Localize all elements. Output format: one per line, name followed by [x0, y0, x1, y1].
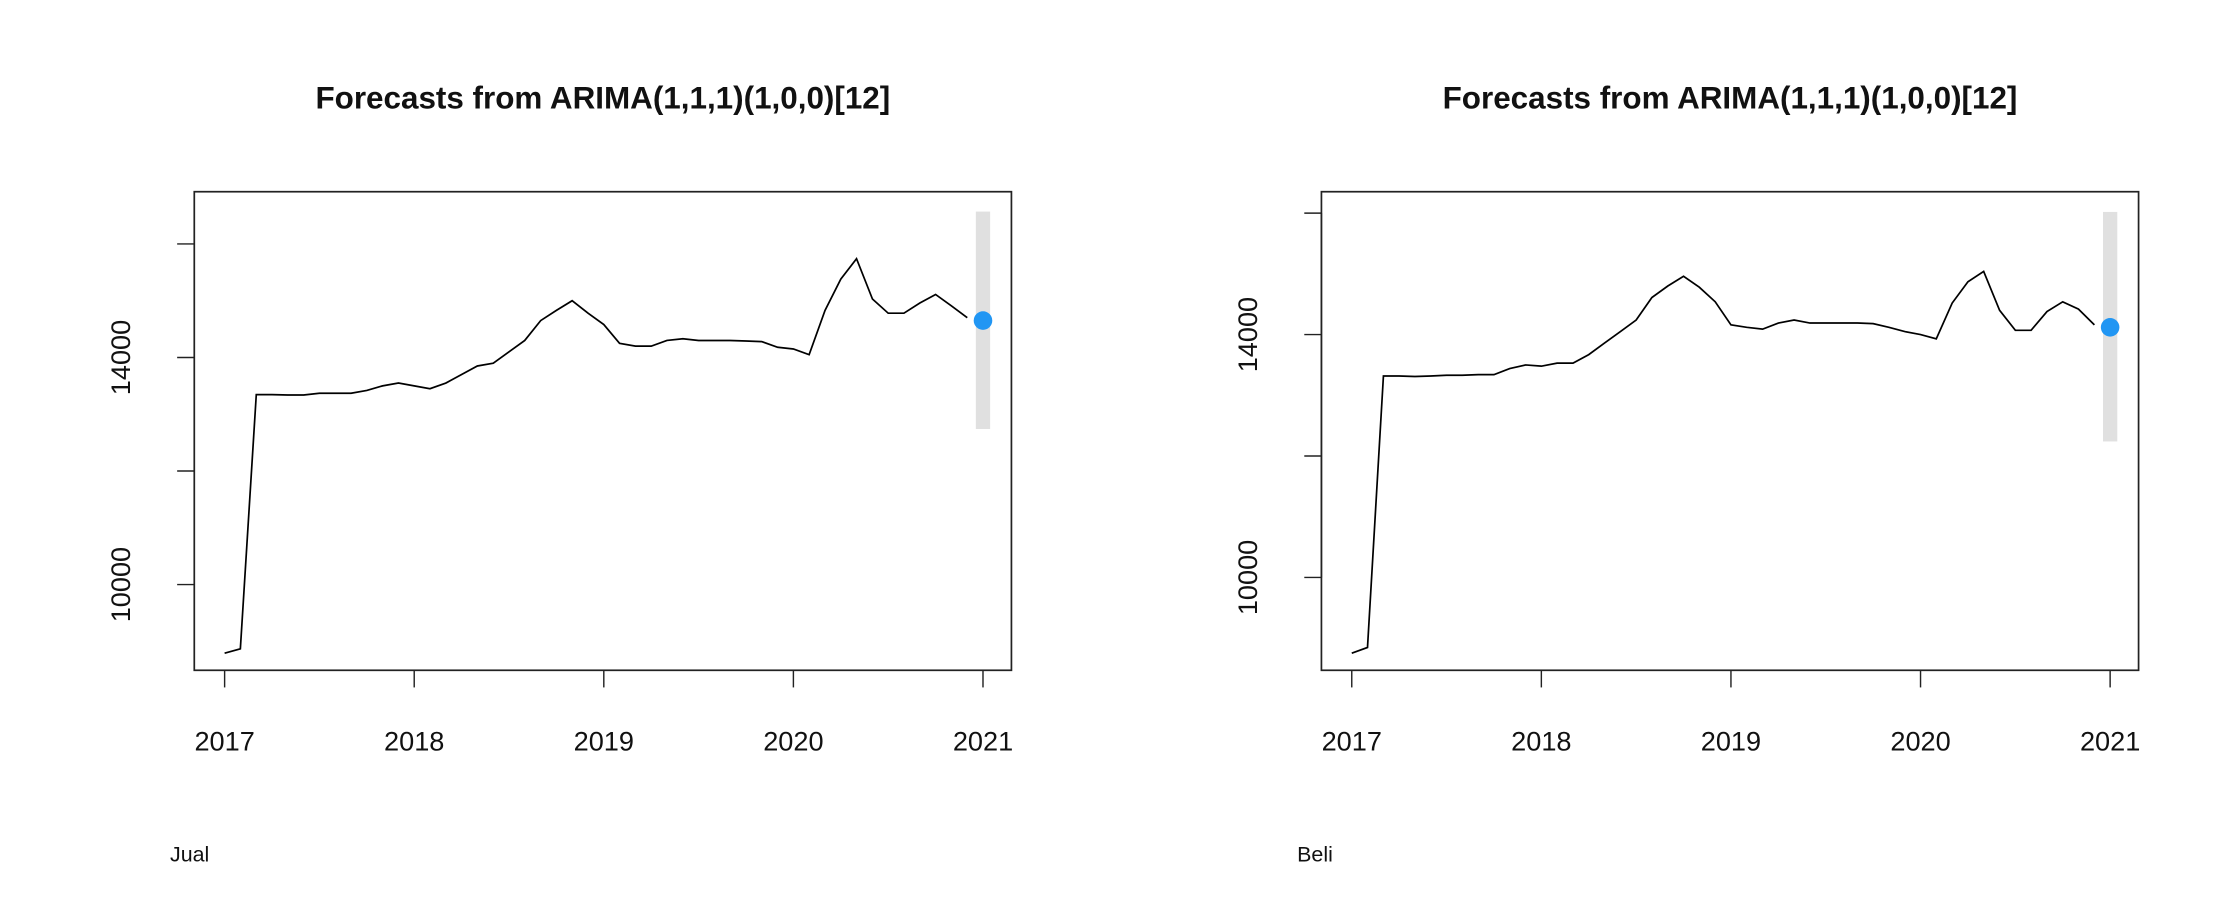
x-tick-label: 2020 [1890, 725, 1950, 756]
x-tick-label: 2019 [574, 725, 634, 756]
forecast-point [973, 311, 993, 330]
x-tick-label: 2019 [1701, 725, 1761, 756]
y-tick-label: 14000 [105, 320, 136, 395]
y-tick-label: 14000 [1232, 297, 1263, 372]
x-tick-label: 2018 [1511, 725, 1571, 756]
forecast-point [2100, 318, 2120, 337]
y-tick-label: 10000 [1232, 540, 1263, 615]
x-tick-label: 2018 [384, 725, 444, 756]
caption: Jual [170, 843, 209, 867]
plot-frame [193, 190, 1013, 672]
caption: Beli [1297, 843, 1333, 867]
x-tick-label: 2021 [953, 725, 1013, 756]
y-tick-label: 10000 [105, 547, 136, 622]
chart-title: Forecasts from ARIMA(1,1,1)(1,0,0)[12] [1443, 81, 2018, 116]
chart-title: Forecasts from ARIMA(1,1,1)(1,0,0)[12] [315, 81, 890, 116]
series-line [224, 256, 968, 654]
x-tick-label: 2017 [194, 725, 254, 756]
plot-frame [1320, 190, 2140, 672]
x-tick-label: 2017 [1322, 725, 1382, 756]
x-tick-label: 2020 [763, 725, 823, 756]
series-line [1351, 270, 2096, 654]
x-tick-label: 2021 [2080, 725, 2140, 756]
